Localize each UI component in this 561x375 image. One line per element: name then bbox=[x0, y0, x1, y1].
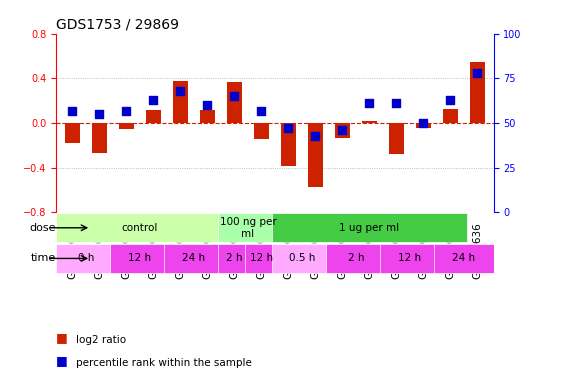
Point bbox=[149, 97, 158, 103]
FancyBboxPatch shape bbox=[272, 213, 467, 243]
FancyBboxPatch shape bbox=[272, 244, 332, 273]
Bar bbox=[173, 81, 188, 123]
Bar bbox=[146, 110, 161, 123]
Point bbox=[257, 108, 266, 114]
Point bbox=[95, 111, 104, 117]
Bar bbox=[362, 121, 377, 123]
Bar bbox=[308, 123, 323, 187]
Point bbox=[446, 97, 455, 103]
Point bbox=[284, 126, 293, 132]
Text: 24 h: 24 h bbox=[182, 254, 205, 263]
Point bbox=[419, 120, 428, 126]
Bar bbox=[254, 123, 269, 139]
Point bbox=[365, 100, 374, 106]
Text: 12 h: 12 h bbox=[250, 254, 273, 263]
Bar bbox=[227, 82, 242, 123]
Text: 12 h: 12 h bbox=[398, 254, 421, 263]
Bar bbox=[200, 110, 215, 123]
Point bbox=[68, 108, 77, 114]
Text: 0 h: 0 h bbox=[77, 254, 94, 263]
FancyBboxPatch shape bbox=[245, 244, 278, 273]
Bar bbox=[416, 123, 431, 128]
Text: time: time bbox=[30, 254, 56, 263]
FancyBboxPatch shape bbox=[56, 213, 224, 243]
Bar bbox=[335, 123, 350, 138]
Bar bbox=[119, 123, 134, 129]
Point bbox=[311, 133, 320, 139]
Bar bbox=[65, 123, 80, 143]
FancyBboxPatch shape bbox=[56, 244, 116, 273]
Point bbox=[203, 102, 212, 108]
Text: log2 ratio: log2 ratio bbox=[76, 335, 126, 345]
FancyBboxPatch shape bbox=[110, 244, 169, 273]
Text: 2 h: 2 h bbox=[226, 254, 242, 263]
Text: control: control bbox=[122, 223, 158, 233]
Text: 0.5 h: 0.5 h bbox=[289, 254, 315, 263]
Point bbox=[122, 108, 131, 114]
Text: dose: dose bbox=[29, 223, 56, 233]
Bar bbox=[443, 109, 458, 123]
Text: percentile rank within the sample: percentile rank within the sample bbox=[76, 358, 252, 368]
Point bbox=[338, 127, 347, 133]
FancyBboxPatch shape bbox=[218, 244, 251, 273]
FancyBboxPatch shape bbox=[434, 244, 494, 273]
Point bbox=[176, 88, 185, 94]
Point bbox=[392, 100, 401, 106]
FancyBboxPatch shape bbox=[326, 244, 385, 273]
FancyBboxPatch shape bbox=[380, 244, 440, 273]
Bar bbox=[92, 123, 107, 153]
Text: 100 ng per
ml: 100 ng per ml bbox=[219, 217, 276, 238]
Point bbox=[473, 70, 482, 76]
Text: 24 h: 24 h bbox=[452, 254, 476, 263]
Text: GDS1753 / 29869: GDS1753 / 29869 bbox=[56, 17, 179, 31]
Bar bbox=[389, 123, 404, 154]
Text: 1 ug per ml: 1 ug per ml bbox=[339, 223, 399, 233]
Bar bbox=[470, 62, 485, 123]
Bar bbox=[281, 123, 296, 165]
Text: ■: ■ bbox=[56, 354, 68, 367]
FancyBboxPatch shape bbox=[218, 213, 278, 243]
Text: 2 h: 2 h bbox=[348, 254, 364, 263]
Text: ■: ■ bbox=[56, 331, 68, 344]
Point bbox=[230, 93, 239, 99]
FancyBboxPatch shape bbox=[164, 244, 224, 273]
Text: 12 h: 12 h bbox=[128, 254, 151, 263]
